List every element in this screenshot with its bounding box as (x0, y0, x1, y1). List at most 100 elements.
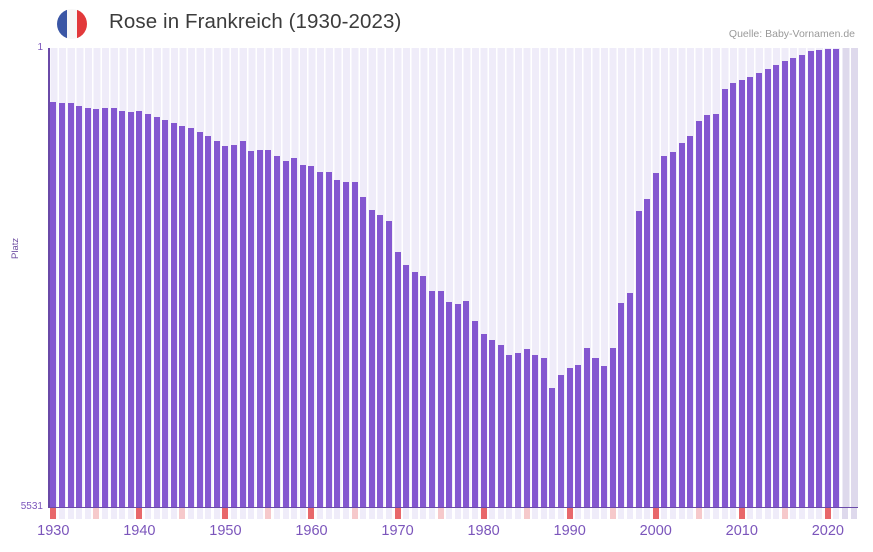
chart-bar[interactable] (334, 179, 341, 507)
chart-bar[interactable] (463, 301, 470, 507)
chart-bar[interactable] (170, 122, 177, 507)
chart-bar[interactable] (601, 365, 608, 507)
chart-bar[interactable] (790, 57, 797, 507)
x-tick-minor (205, 508, 212, 519)
chart-bar[interactable] (437, 291, 444, 507)
chart-bar[interactable] (480, 334, 487, 507)
chart-bar[interactable] (635, 210, 642, 507)
chart-bar[interactable] (704, 115, 711, 507)
chart-bar[interactable] (661, 155, 668, 507)
chart-bar[interactable] (549, 388, 556, 507)
chart-bar[interactable] (291, 158, 298, 507)
chart-bar[interactable] (515, 352, 522, 507)
chart-bar[interactable] (342, 182, 349, 507)
chart-bar[interactable] (497, 345, 504, 507)
chart-bar[interactable] (67, 102, 74, 507)
chart-bar[interactable] (239, 140, 246, 507)
chart-bar[interactable] (799, 54, 806, 507)
chart-bar[interactable] (265, 150, 272, 507)
chart-bar[interactable] (730, 82, 737, 507)
chart-bar[interactable] (76, 106, 83, 507)
chart-bar[interactable] (274, 155, 281, 507)
chart-bar[interactable] (360, 197, 367, 507)
chart-bar[interactable] (558, 374, 565, 507)
chart-bar[interactable] (93, 108, 100, 507)
chart-bar[interactable] (144, 114, 151, 507)
chart-bar[interactable] (84, 107, 91, 507)
x-tick-minor (377, 508, 384, 519)
chart-bar[interactable] (669, 151, 676, 507)
y-axis-line (48, 48, 50, 508)
chart-bar[interactable] (807, 51, 814, 507)
chart-bar[interactable] (506, 355, 513, 507)
chart-bar[interactable] (162, 120, 169, 507)
chart-bar[interactable] (652, 173, 659, 507)
chart-bar[interactable] (472, 321, 479, 507)
chart-bar[interactable] (773, 64, 780, 507)
chart-bar[interactable] (566, 368, 573, 507)
x-tick-minor (833, 508, 840, 519)
chart-bar[interactable] (385, 221, 392, 507)
x-tick-minor (790, 508, 797, 519)
chart-bar[interactable] (712, 114, 719, 507)
chart-bar[interactable] (695, 120, 702, 507)
chart-bar[interactable] (592, 357, 599, 507)
chart-bar[interactable] (833, 48, 840, 507)
chart-bar[interactable] (325, 171, 332, 507)
chart-bar[interactable] (231, 145, 238, 507)
chart-bar[interactable] (756, 72, 763, 507)
chart-bar[interactable] (282, 160, 289, 507)
chart-bar[interactable] (489, 340, 496, 507)
chart-bar[interactable] (618, 302, 625, 507)
chart-bar[interactable] (816, 49, 823, 507)
chart-bar[interactable] (248, 150, 255, 507)
chart-bar[interactable] (127, 111, 134, 507)
chart-bar[interactable] (824, 48, 831, 507)
chart-bar[interactable] (626, 292, 633, 507)
chart-bar[interactable] (644, 198, 651, 507)
chart-bar[interactable] (110, 107, 117, 507)
chart-bar[interactable] (119, 111, 126, 507)
chart-bar[interactable] (368, 209, 375, 507)
chart-bar[interactable] (454, 303, 461, 507)
chart-bar[interactable] (136, 111, 143, 507)
chart-bar[interactable] (738, 80, 745, 507)
chart-bar[interactable] (575, 364, 582, 507)
chart-bar[interactable] (196, 131, 203, 507)
chart-bar[interactable] (179, 125, 186, 507)
chart-bar[interactable] (523, 349, 530, 507)
chart-bar[interactable] (205, 135, 212, 507)
x-tick-minor (695, 508, 702, 519)
chart-bar[interactable] (394, 252, 401, 507)
chart-bar[interactable] (583, 347, 590, 507)
chart-bar[interactable] (58, 102, 65, 507)
chart-bar[interactable] (101, 107, 108, 507)
chart-bar[interactable] (308, 165, 315, 507)
chart-bar[interactable] (540, 358, 547, 507)
chart-bar[interactable] (428, 291, 435, 507)
x-tick-minor (549, 508, 556, 519)
chart-bar[interactable] (256, 150, 263, 507)
chart-bar[interactable] (609, 348, 616, 507)
chart-bar[interactable] (153, 116, 160, 507)
chart-bar[interactable] (411, 272, 418, 507)
chart-bar[interactable] (764, 68, 771, 507)
x-tick-minor (799, 508, 806, 519)
chart-bar[interactable] (420, 276, 427, 507)
chart-bar[interactable] (532, 355, 539, 507)
chart-bar[interactable] (222, 145, 229, 507)
chart-bar[interactable] (377, 214, 384, 507)
chart-bar[interactable] (403, 265, 410, 507)
chart-bar[interactable] (721, 89, 728, 507)
chart-bar[interactable] (50, 101, 57, 507)
chart-bar[interactable] (678, 143, 685, 507)
chart-bar[interactable] (351, 181, 358, 507)
chart-bar[interactable] (446, 301, 453, 507)
chart-bar[interactable] (687, 135, 694, 507)
chart-bar[interactable] (299, 164, 306, 507)
chart-bar[interactable] (213, 140, 220, 507)
chart-bar[interactable] (781, 61, 788, 507)
chart-bar[interactable] (187, 128, 194, 507)
chart-bar[interactable] (317, 171, 324, 507)
chart-bar[interactable] (747, 76, 754, 507)
